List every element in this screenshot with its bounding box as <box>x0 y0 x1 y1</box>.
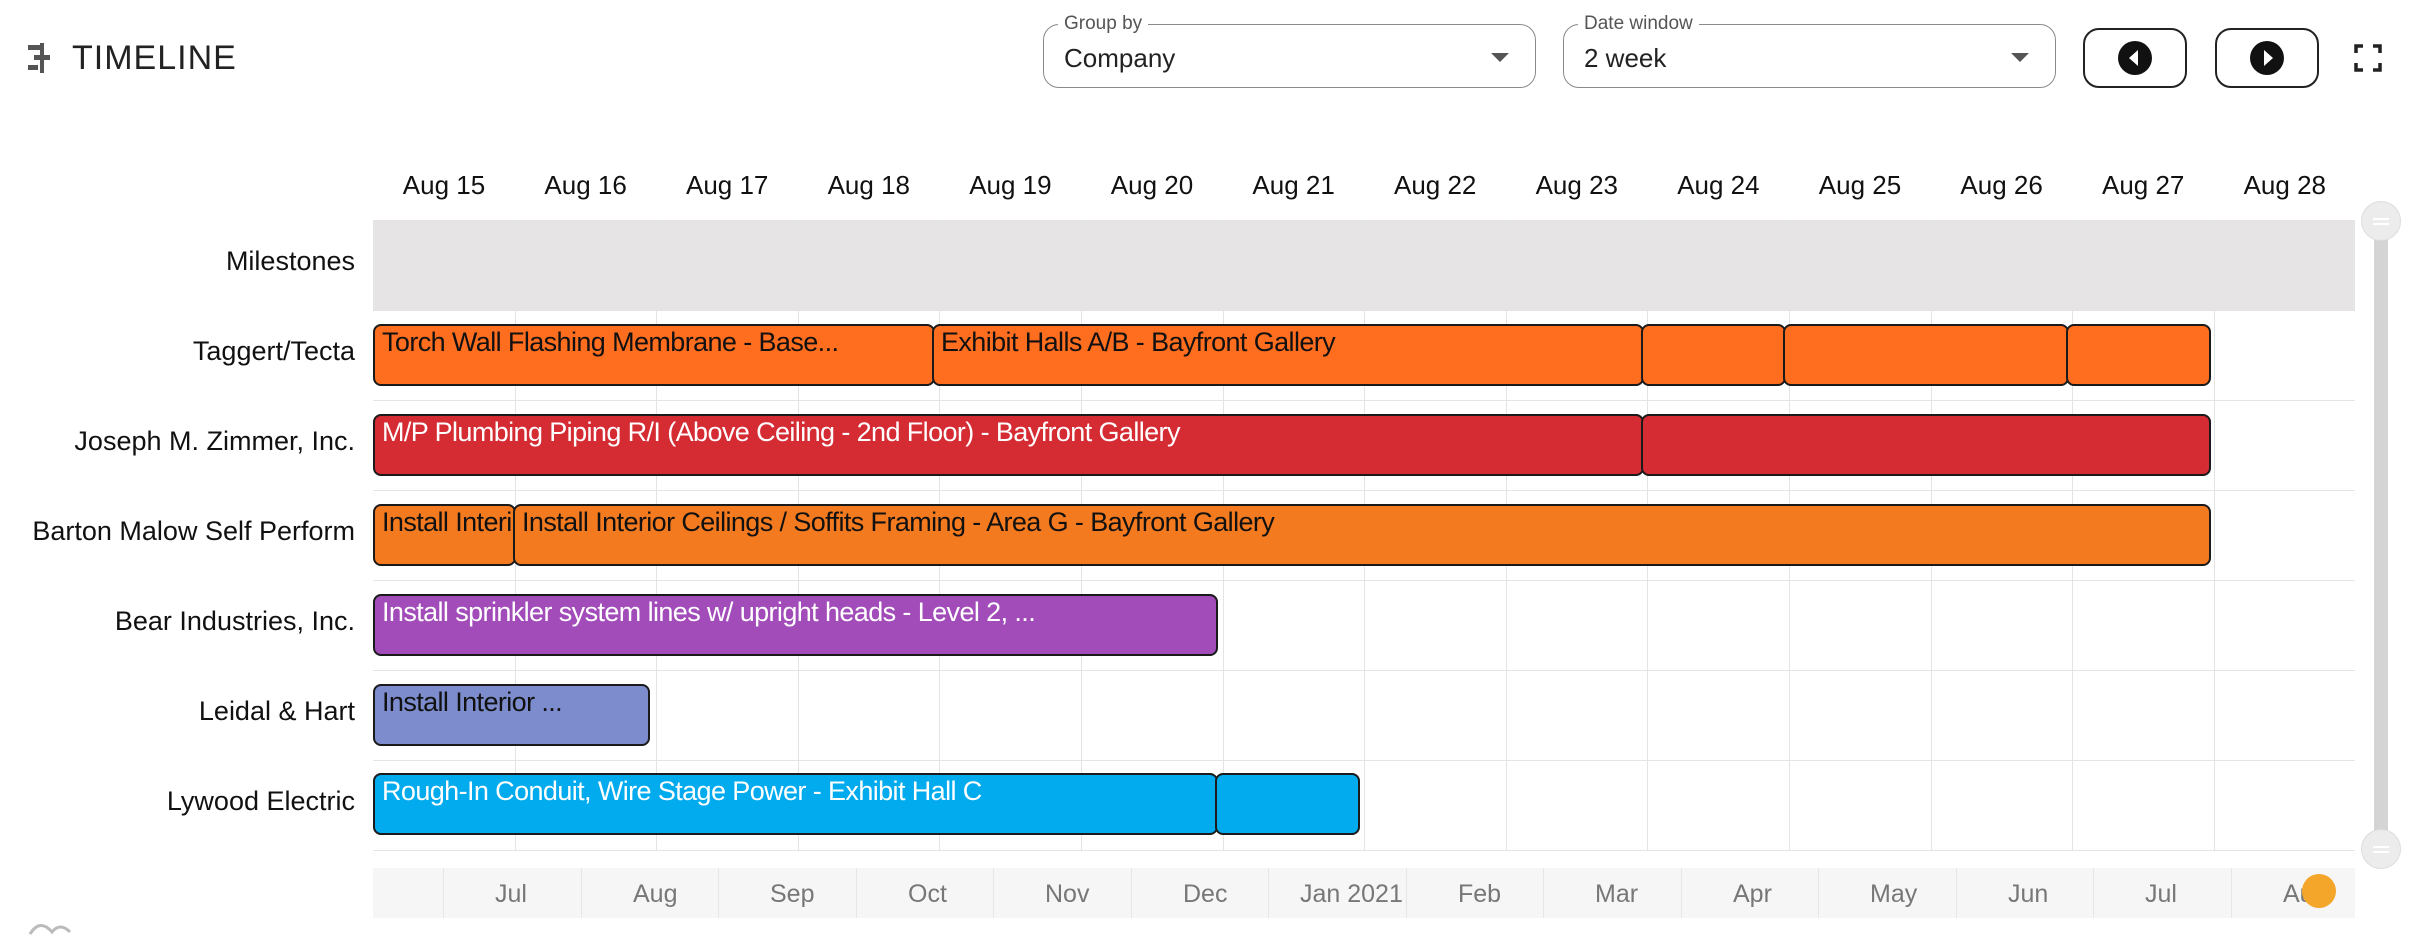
range-month-label: Mar <box>1595 880 1639 908</box>
range-month-label: Apr <box>1733 880 1772 908</box>
range-tick <box>718 868 719 918</box>
task-bar[interactable] <box>1783 324 2069 386</box>
chevron-right-circle-icon <box>2250 41 2284 75</box>
row-label-lywood-electric: Lywood Electric <box>166 786 355 816</box>
range-tick <box>1268 868 1269 918</box>
caret-down-icon <box>1491 53 1509 62</box>
range-tick <box>1681 868 1682 918</box>
task-label: Rough-In Conduit, Wire Stage Power - Exh… <box>382 776 982 806</box>
row-label-barton-malow: Barton Malow Self Perform <box>32 516 355 546</box>
previous-period-button[interactable] <box>2083 28 2187 88</box>
timeline-icon <box>28 43 50 73</box>
date-column-header: Aug 15 <box>402 170 486 200</box>
grid-row-line <box>373 400 2355 401</box>
row-label-joseph-zimmer: Joseph M. Zimmer, Inc. <box>74 426 355 456</box>
date-column-header: Aug 28 <box>2243 170 2326 200</box>
date-window-label: Date window <box>1578 13 1699 35</box>
date-column-header: Aug 16 <box>544 170 627 200</box>
date-column-header: Aug 21 <box>1252 170 1335 200</box>
app-title: TIMELINE <box>72 38 237 77</box>
range-month-label: May <box>1870 880 1918 908</box>
range-tick <box>1406 868 1407 918</box>
date-column-header: Aug 20 <box>1110 170 1194 200</box>
range-month-label: Oct <box>908 880 947 908</box>
range-month-label: Jun <box>2008 880 2049 908</box>
loading-indicator-icon <box>28 924 72 935</box>
date-column-header: Aug 26 <box>1960 170 2043 200</box>
grid-row-line <box>373 850 2355 851</box>
range-handle[interactable] <box>2302 874 2336 908</box>
task-bar[interactable] <box>1641 414 2211 476</box>
range-tick <box>2231 868 2232 918</box>
row-label-milestones: Milestones <box>225 246 355 276</box>
row-label-taggert-tecta: Taggert/Tecta <box>192 336 355 366</box>
group-by-label: Group by <box>1058 13 1149 35</box>
task-label: Install Interi <box>382 507 512 537</box>
task-bar[interactable]: Install sprinkler system lines w/ uprigh… <box>373 594 1218 656</box>
scroll-handle-top[interactable] <box>2361 201 2401 241</box>
task-label: Install sprinkler system lines w/ uprigh… <box>382 597 1036 627</box>
date-column-header: Aug 27 <box>2101 170 2185 200</box>
date-window-value: 2 week <box>1584 43 1667 73</box>
range-month-label: Aug <box>633 880 678 908</box>
date-column-header: Aug 22 <box>1393 170 1477 200</box>
date-column-header: Aug 24 <box>1677 170 1760 200</box>
grid-row-line <box>373 760 2355 761</box>
task-bar[interactable]: Exhibit Halls A/B - Bayfront Gallery <box>932 324 1644 386</box>
app-brand: TIMELINE <box>26 38 237 78</box>
grid-row-line <box>373 670 2355 671</box>
date-column-header: Aug 18 <box>827 170 910 200</box>
range-month-label: Jul <box>495 880 527 908</box>
date-column-header: Aug 23 <box>1535 170 1618 200</box>
task-label: Torch Wall Flashing Membrane - Base... <box>382 327 839 357</box>
task-bar[interactable]: M/P Plumbing Piping R/I (Above Ceiling -… <box>373 414 1644 476</box>
grid-column-line <box>2214 220 2215 850</box>
group-by-value: Company <box>1064 43 1176 73</box>
task-bar[interactable]: Torch Wall Flashing Membrane - Base... <box>373 324 935 386</box>
row-label-bear-industries: Bear Industries, Inc. <box>114 606 355 636</box>
grid-row-line <box>373 310 2355 311</box>
fullscreen-icon[interactable] <box>2354 44 2382 72</box>
date-column-header: Aug 19 <box>969 170 1052 200</box>
task-bar[interactable]: Install Interior ... <box>373 684 650 746</box>
range-month-label: Feb <box>1458 880 1502 908</box>
task-bar[interactable]: Install Interior Ceilings / Soffits Fram… <box>513 504 2211 566</box>
task-label: Install Interior ... <box>382 687 563 717</box>
range-tick <box>1131 868 1132 918</box>
task-bar[interactable]: Rough-In Conduit, Wire Stage Power - Exh… <box>373 773 1218 835</box>
range-navigator[interactable] <box>373 868 2355 918</box>
range-tick <box>856 868 857 918</box>
task-label: M/P Plumbing Piping R/I (Above Ceiling -… <box>382 417 1180 447</box>
grid-row-line <box>373 580 2355 581</box>
task-bar[interactable] <box>2066 324 2211 386</box>
range-tick <box>581 868 582 918</box>
chevron-left-circle-icon <box>2118 41 2152 75</box>
next-period-button[interactable] <box>2215 28 2319 88</box>
range-month-label: Sep <box>770 880 815 908</box>
range-month-label: Dec <box>1183 880 1228 908</box>
date-column-header: Aug 17 <box>685 170 769 200</box>
range-month-label: Jul <box>2145 880 2177 908</box>
range-tick <box>1956 868 1957 918</box>
date-window-select[interactable]: Date window 2 week <box>1563 13 2056 88</box>
row-label-leidal-hart: Leidal & Hart <box>198 696 355 726</box>
range-tick <box>2093 868 2094 918</box>
range-month-label: Jan 2021 <box>1300 880 1403 908</box>
grid-row-line <box>373 490 2355 491</box>
range-tick <box>993 868 994 918</box>
caret-down-icon <box>2011 53 2029 62</box>
range-tick <box>1818 868 1819 918</box>
range-tick <box>1543 868 1544 918</box>
range-tick <box>443 868 444 918</box>
range-month-label: Nov <box>1045 880 1090 908</box>
task-label: Install Interior Ceilings / Soffits Fram… <box>522 507 1275 537</box>
task-bar[interactable] <box>1215 773 1360 835</box>
vertical-scrollbar[interactable] <box>2374 222 2388 852</box>
task-label: Exhibit Halls A/B - Bayfront Gallery <box>941 327 1336 357</box>
task-bar[interactable] <box>1641 324 1786 386</box>
date-column-header: Aug 25 <box>1818 170 1902 200</box>
task-bar[interactable]: Install Interi <box>373 504 516 566</box>
group-by-select[interactable]: Group by Company <box>1043 13 1536 88</box>
scroll-handle-bottom[interactable] <box>2361 829 2401 869</box>
